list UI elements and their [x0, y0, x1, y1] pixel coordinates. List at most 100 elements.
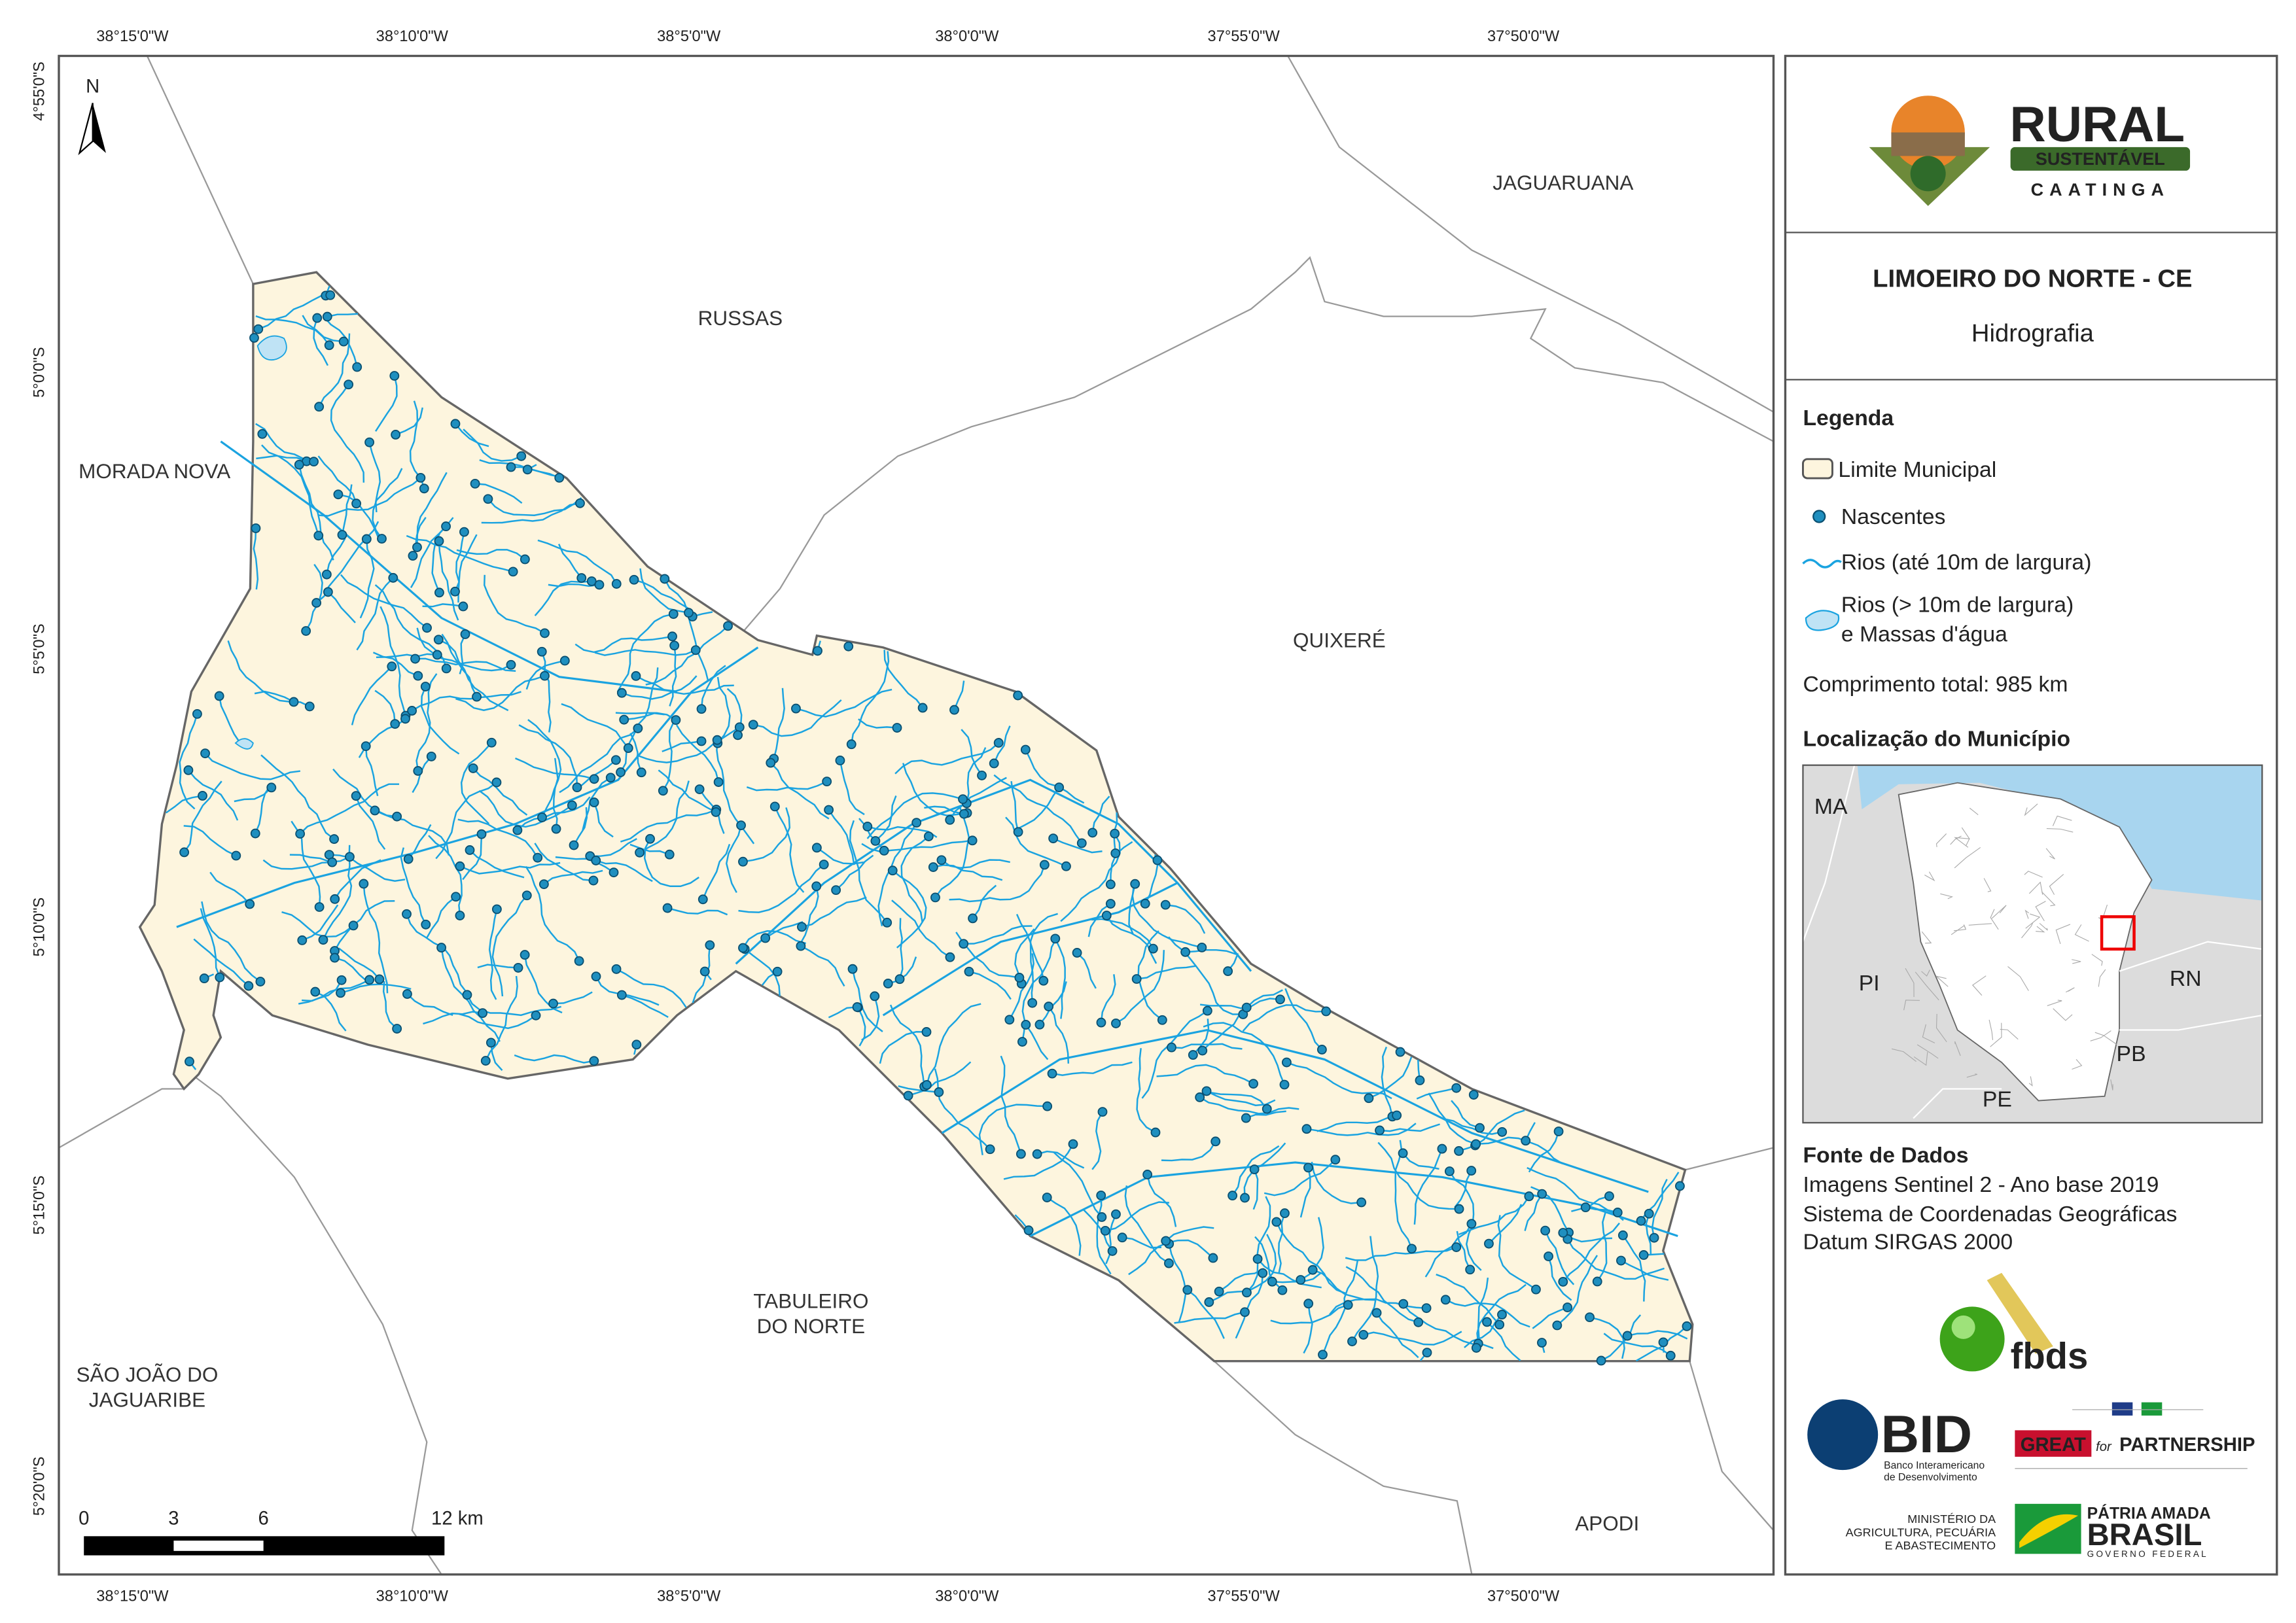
spring: [392, 811, 402, 822]
spring: [506, 659, 516, 670]
inset-boundary: [1913, 1052, 1928, 1066]
river: [900, 835, 930, 923]
spring: [1468, 1090, 1479, 1100]
spring: [921, 1080, 932, 1090]
river: [1016, 786, 1060, 831]
river: [183, 780, 222, 853]
river: [1275, 1221, 1347, 1295]
inset-boundary: [2094, 1032, 2117, 1045]
ministry: MINISTÉRIO DA: [1907, 1512, 1996, 1526]
lon-label: 38°15'0"W: [96, 1588, 169, 1605]
river: [643, 838, 699, 888]
river: [258, 295, 322, 330]
spring: [1440, 1295, 1451, 1305]
spring: [616, 990, 627, 1000]
spring: [696, 704, 707, 714]
spring: [297, 935, 308, 945]
spring: [336, 988, 345, 998]
spring: [1395, 1047, 1405, 1057]
spring: [993, 738, 1004, 748]
lon-label: 38°10'0"W: [376, 1588, 449, 1605]
river: [966, 747, 987, 804]
spring: [1201, 1086, 1212, 1096]
river: [1589, 1316, 1625, 1359]
river: [1096, 1195, 1112, 1275]
river: [322, 845, 353, 941]
lon-label: 38°0'0"W: [935, 1588, 999, 1605]
river: [200, 908, 221, 978]
spring: [903, 1091, 913, 1101]
inset-boundary: [1916, 1044, 1939, 1059]
spring: [713, 777, 724, 787]
river: [534, 843, 594, 882]
spring: [835, 756, 845, 765]
river: [1203, 1022, 1286, 1085]
inset-boundary: [2007, 966, 2029, 991]
river: [866, 792, 963, 839]
spring: [486, 1038, 496, 1048]
spring: [588, 875, 599, 886]
spring: [455, 911, 465, 920]
inset-boundary: [2024, 803, 2038, 816]
river: [1000, 1055, 1022, 1155]
spring: [1195, 1092, 1205, 1102]
spring: [1252, 1254, 1263, 1264]
spring: [1471, 1139, 1481, 1149]
river: [460, 742, 493, 825]
inset-boundary: [1968, 923, 1992, 926]
river: [1306, 1123, 1417, 1136]
spring: [1240, 1193, 1250, 1203]
spring: [361, 534, 372, 544]
river: [1051, 1061, 1133, 1076]
spring: [1475, 1123, 1485, 1133]
river: [305, 563, 323, 632]
spring: [964, 966, 974, 977]
river: [620, 667, 659, 773]
spring: [569, 840, 579, 850]
inset-boundary: [1903, 1000, 1920, 1011]
river: [518, 724, 578, 788]
river: [459, 862, 561, 875]
river: [374, 689, 396, 724]
spring: [470, 478, 480, 489]
river: [663, 578, 709, 682]
spring: [289, 697, 299, 707]
river: [537, 539, 618, 585]
spring: [760, 933, 771, 943]
river: [1246, 1196, 1271, 1293]
spring: [712, 735, 722, 745]
river: [382, 981, 398, 1030]
spring: [1131, 974, 1142, 984]
spring: [636, 767, 646, 778]
river: [488, 909, 498, 1000]
river: [949, 777, 1007, 820]
legend-title: Legenda: [1803, 406, 1894, 430]
spring: [314, 902, 325, 912]
state-label: RN: [2170, 966, 2202, 991]
river: [338, 947, 380, 980]
river: [1381, 1046, 1394, 1117]
place-label: DO NORTE: [757, 1314, 866, 1338]
spring: [540, 628, 550, 638]
spring: [1182, 1285, 1193, 1295]
river: [639, 780, 690, 854]
inset-boundary: [1935, 1013, 1947, 1043]
spring: [192, 708, 202, 719]
spring: [1307, 1265, 1318, 1275]
spring: [1398, 1299, 1409, 1309]
river: [318, 333, 351, 408]
spring: [766, 758, 776, 768]
spring: [412, 542, 422, 552]
river: [441, 633, 478, 697]
river: [559, 727, 639, 794]
river: [1076, 952, 1097, 989]
river: [972, 884, 997, 919]
river: [289, 854, 350, 863]
river: [1054, 938, 1066, 1019]
place-label: TABULEIRO: [753, 1289, 868, 1313]
lat-label: 5°15'0"S: [31, 1176, 48, 1235]
spring: [1596, 1355, 1606, 1366]
river: [1620, 1259, 1669, 1281]
river: [406, 534, 514, 573]
river: [329, 854, 406, 882]
